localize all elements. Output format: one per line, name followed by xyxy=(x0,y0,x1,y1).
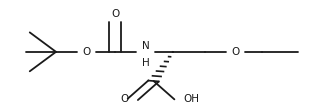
Text: O: O xyxy=(82,47,91,57)
Text: OH: OH xyxy=(183,94,199,104)
Text: O: O xyxy=(231,47,239,57)
Text: O: O xyxy=(121,94,129,104)
Text: N: N xyxy=(142,41,149,51)
Text: O: O xyxy=(111,9,119,19)
Text: H: H xyxy=(142,58,149,68)
